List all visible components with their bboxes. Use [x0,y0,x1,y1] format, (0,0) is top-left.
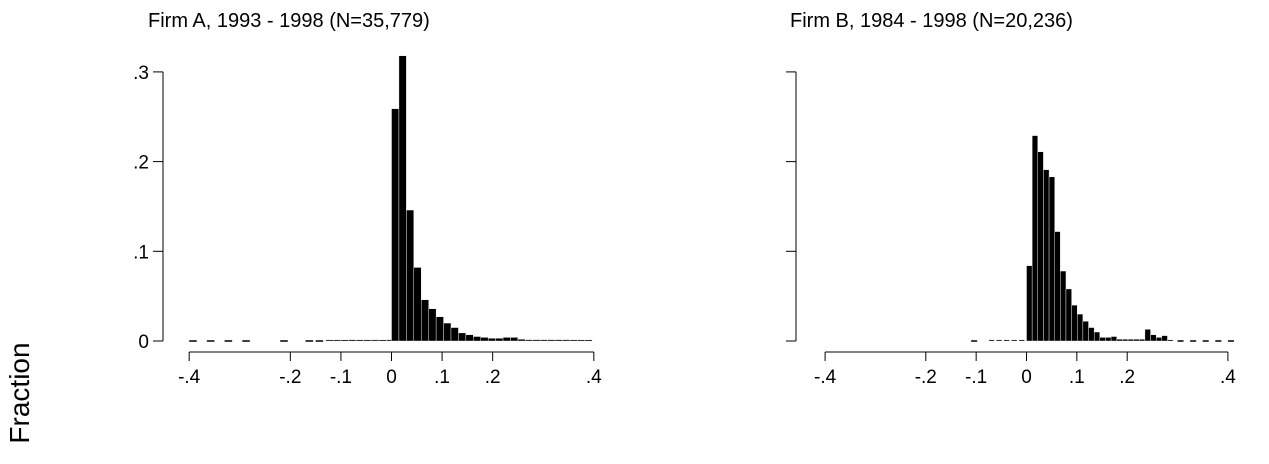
chart-title-firm-a: Firm A, 1993 - 1998 (N=35,779) [148,10,430,32]
histogram-bar-firm-a [398,55,407,342]
histogram-bar-firm-b [1071,304,1078,342]
chart-title-firm-b: Firm B, 1984 - 1998 (N=20,236) [790,10,1073,32]
x-tick-label-firm-b: -.4 [814,367,837,388]
x-tick-label-firm-a: .2 [485,367,501,388]
histogram-bar-firm-b [1099,337,1106,342]
histogram-bar-firm-b [1043,169,1050,342]
histogram-bar-firm-a [355,339,364,342]
histogram-bar-firm-a [487,338,496,342]
histogram-bar-firm-b [1116,339,1123,342]
histogram-bar-firm-a [406,209,415,342]
x-tick-label-firm-a: -.2 [279,367,301,388]
y-tick-label-firm-a: .3 [133,63,149,84]
histogram-bar-firm-a [340,339,349,342]
histogram-bar-firm-a [495,338,504,342]
histogram-bar-firm-b [1093,331,1101,342]
histogram-bar-firm-b [1144,329,1151,342]
histogram-bar-firm-a [584,339,593,342]
histogram-bar-firm-a [569,339,578,342]
histogram-bar-firm-a [443,322,452,342]
x-tick-label-firm-b: -.2 [915,367,937,388]
x-tick-label-firm-b: .2 [1119,367,1135,388]
histogram-bar-firm-b [1048,176,1055,342]
x-tick-label-firm-a: .4 [586,367,602,388]
histogram-bar-firm-a [348,339,357,342]
histogram-bar-firm-a [502,337,511,342]
histogram-bar-firm-a [554,339,563,342]
histogram-bar-firm-b [1127,339,1134,342]
histogram-bar-firm-a [525,339,533,342]
histogram-bar-firm-a [510,337,519,342]
histogram-bar-firm-b [1077,313,1084,342]
x-tick-label-firm-a: -.1 [330,367,352,388]
histogram-bar-firm-b [1003,339,1010,342]
histogram-bar-firm-b [1110,336,1117,342]
histogram-bar-firm-b [1037,151,1044,342]
histogram-bar-firm-b [988,339,995,342]
histogram-bar-firm-b [1031,135,1038,342]
histogram-bar-firm-b [1065,288,1072,342]
histogram-bar-firm-a [371,339,379,342]
histogram-bar-firm-a [428,308,437,342]
histogram-bar-firm-a [532,339,541,342]
y-tick-label-firm-a: .1 [133,242,149,263]
histogram-bar-firm-a [465,334,474,342]
histogram-bar-firm-a [363,339,372,342]
x-tick-label-firm-b: -.1 [965,367,987,388]
histogram-bar-firm-b [1105,337,1112,342]
histogram-bar-firm-b [1082,321,1089,342]
histogram-bar-firm-b [1088,327,1095,342]
histogram-bar-firm-a [421,299,429,342]
histogram-bar-firm-a [577,339,586,342]
x-tick-label-firm-b: .4 [1220,367,1236,388]
histogram-bar-firm-a [378,339,387,342]
x-tick-label-firm-a: -.4 [178,367,201,388]
histogram-bar-firm-b [1122,339,1129,342]
histogram-bar-firm-b [1054,231,1061,342]
histogram-bar-firm-b [1133,339,1140,342]
histogram-bar-firm-a [458,332,467,342]
histogram-bar-firm-a [391,108,400,342]
y-tick-label-firm-a: 0 [138,332,149,353]
histogram-bar-firm-a [325,339,334,342]
histogram-bar-firm-b [1139,339,1146,342]
panel-firm-a: Firm A, 1993 - 1998 (N=35,779) 0 .1 .2 .3 -.… [133,10,602,388]
histogram-bar-firm-a [547,339,556,342]
histogram-bar-firm-b [1167,339,1174,342]
y-axis-label: Fraction [4,342,35,443]
histogram-bar-firm-b [1161,335,1168,342]
histogram-bar-firm-b [1060,270,1067,342]
x-tick-label-firm-b: .1 [1069,367,1085,388]
histogram-bar-firm-a [480,337,489,342]
histogram-bar-firm-a [562,339,571,342]
x-tick-label-firm-a: 0 [386,367,397,388]
histogram-bar-firm-b [1018,339,1025,342]
histogram-bar-firm-a [540,339,548,342]
histogram-bar-firm-a [435,316,444,342]
histogram-bar-firm-b [1026,265,1033,342]
histogram-bar-firm-a [473,336,481,342]
histogram-bar-firm-b [1155,337,1163,342]
histogram-bar-firm-b [996,339,1003,342]
x-tick-label-firm-b: 0 [1021,367,1032,388]
histogram-bar-firm-a [333,339,341,342]
histogram-bar-firm-b [1150,334,1157,342]
histogram-bar-firm-a [450,327,459,342]
histogram-bar-firm-a [517,339,526,342]
y-tick-label-firm-a: .2 [133,153,149,174]
x-tick-label-firm-a: .1 [434,367,450,388]
panel-firm-b: Firm B, 1984 - 1998 (N=20,236) -.4 -.2 -.1… [786,10,1236,388]
histogram-bar-firm-b [1011,339,1018,342]
histogram-bar-firm-a [413,267,422,342]
